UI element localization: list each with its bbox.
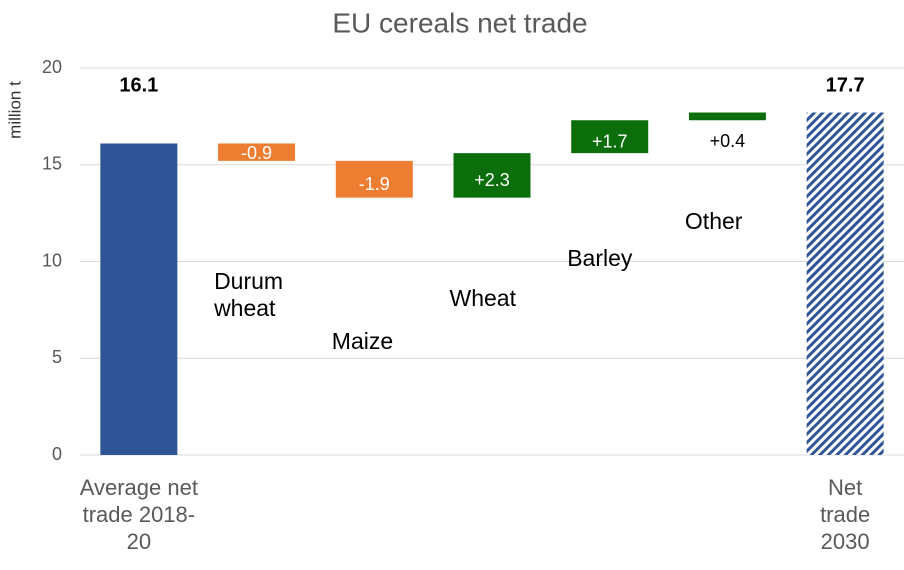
value-label: 16.1 [119,74,158,96]
value-label: +1.7 [592,131,628,151]
category-label: Durum wheat [214,268,304,322]
y-tick-label: 20 [42,57,62,77]
y-axis-label: million t [5,81,24,139]
category-label: Average net trade 2018-20 [79,474,199,555]
category-label: Other [685,208,775,235]
category-label: Wheat [450,285,540,312]
category-label: Maize [332,328,422,355]
page: EU cereals net trade million t 0 5 10 15 20 1… [0,0,904,570]
y-tick-label: 15 [42,154,62,174]
bar [689,113,766,121]
y-tick-label: 10 [42,250,62,270]
bar [807,113,884,455]
value-label: +0.4 [710,131,746,151]
value-label: 17.7 [826,74,865,96]
y-tick-label: 5 [52,347,62,367]
category-label: Barley [567,245,657,272]
value-label: +2.3 [474,170,510,190]
value-label: -0.9 [241,143,272,163]
value-label: -1.9 [359,174,390,194]
chart-title: EU cereals net trade [332,7,587,38]
bar [100,143,177,455]
y-tick-label: 0 [52,444,62,464]
category-label: Net trade 2030 [815,474,875,555]
